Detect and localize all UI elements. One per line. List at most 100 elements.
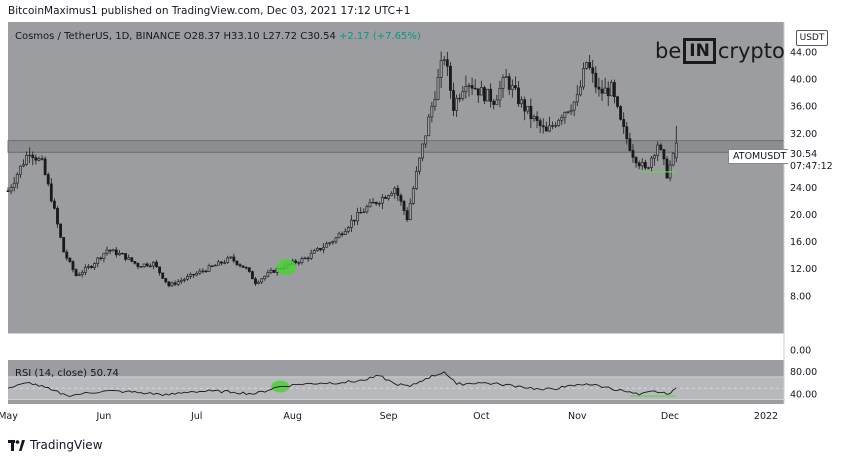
candle-body — [322, 246, 325, 251]
candle-body — [266, 272, 270, 277]
candle-body — [272, 269, 276, 273]
low-value: 27.72 — [268, 31, 298, 42]
candle-body — [77, 274, 81, 276]
candle-body — [436, 76, 440, 100]
candle-body — [312, 250, 316, 254]
last-price: 30.54 — [790, 149, 818, 160]
candle-body — [136, 263, 140, 267]
candle-body — [359, 212, 363, 214]
candle-body — [585, 62, 588, 69]
candle-body — [650, 157, 653, 168]
candle-body — [390, 193, 394, 196]
candle-body — [427, 116, 431, 137]
low-label: L — [262, 31, 269, 42]
candle-body — [198, 270, 202, 274]
candle-body — [659, 144, 663, 150]
candle-body — [411, 188, 415, 204]
time-tick-label: Aug — [283, 411, 302, 422]
candle-body — [182, 278, 186, 281]
candle-body — [226, 257, 230, 263]
candle-body — [356, 212, 360, 222]
candle-body — [541, 125, 545, 128]
open-label: O — [183, 31, 192, 42]
footer[interactable]: TradingView — [8, 436, 103, 454]
candle-body — [619, 106, 622, 120]
candle-body — [557, 119, 561, 126]
candle-body — [46, 174, 50, 185]
close-label: C — [300, 31, 308, 42]
candle-body — [114, 249, 118, 256]
candle-body — [173, 282, 177, 285]
rsi-tick-label: 40.00 — [790, 389, 817, 400]
candle-body — [622, 119, 626, 127]
candle-body — [25, 155, 28, 165]
rsi-series — [7, 371, 677, 397]
candle-body — [127, 257, 131, 260]
candle-body — [155, 261, 158, 268]
candle-body — [152, 261, 155, 267]
candle-body — [6, 190, 10, 192]
candle-body — [424, 135, 428, 145]
candle-body — [467, 85, 471, 87]
candle-body — [578, 86, 582, 96]
candle-body — [473, 87, 477, 90]
candle-body — [9, 187, 13, 192]
candle-body — [124, 253, 127, 260]
candle-body — [582, 68, 585, 88]
candle-body — [371, 201, 375, 204]
currency-badge[interactable]: USDT — [796, 30, 828, 46]
price-tick-label: 24.00 — [790, 183, 817, 194]
candle-body — [486, 88, 489, 102]
candle-body — [470, 85, 474, 89]
bar-countdown: 07:47:12 — [790, 161, 833, 172]
time-axis: May Jun Jul Aug Sep Oct Nov Dec 2022 — [0, 411, 778, 422]
candle-body — [300, 258, 304, 263]
candle-body — [535, 116, 539, 121]
candle-body — [28, 154, 32, 157]
candle-body — [53, 200, 56, 209]
candle-body — [405, 210, 409, 220]
candle-body — [603, 87, 607, 94]
candle-body — [260, 278, 264, 283]
time-tick-label: Dec — [661, 411, 679, 422]
rsi-label: RSI (14, close) — [15, 368, 88, 379]
symbol-price-tag: ATOMUSDT — [728, 149, 792, 164]
candle-body — [495, 99, 499, 105]
brand-left: be — [655, 39, 682, 63]
candle-body — [59, 223, 62, 238]
candle-body — [414, 170, 418, 189]
candle-body — [631, 150, 635, 158]
candle-body — [455, 97, 459, 111]
candle-body — [65, 251, 69, 259]
candle-body — [566, 111, 570, 113]
candle-body — [492, 101, 496, 105]
time-tick-label: May — [0, 411, 18, 422]
rsi-legend: RSI (14, close) 50.74 — [15, 368, 119, 379]
candle-body — [439, 60, 443, 78]
time-tick-label: Sep — [380, 411, 398, 422]
candle-body — [399, 195, 403, 202]
candle-body — [108, 249, 112, 252]
candle-body — [350, 219, 353, 228]
candle-body — [192, 273, 196, 276]
candle-body — [235, 260, 239, 265]
candle-body — [362, 211, 366, 214]
candle-body — [402, 201, 406, 211]
candle-body — [34, 157, 38, 161]
candle-body — [464, 86, 468, 93]
candle-body — [449, 65, 452, 91]
candle-body — [640, 162, 644, 167]
candle-body — [306, 257, 310, 260]
candle-body — [210, 265, 214, 267]
candle-body — [353, 219, 356, 222]
rsi-value: 50.74 — [90, 368, 119, 379]
candle-body — [643, 162, 647, 169]
candle-body — [526, 106, 530, 112]
rsi-tick-label: 80.00 — [790, 367, 817, 378]
candle-body — [606, 87, 610, 97]
price-tick-label: 12.00 — [790, 264, 817, 275]
candle-body — [195, 272, 199, 276]
candle-body — [161, 272, 165, 279]
open-value: 28.37 — [191, 31, 221, 42]
